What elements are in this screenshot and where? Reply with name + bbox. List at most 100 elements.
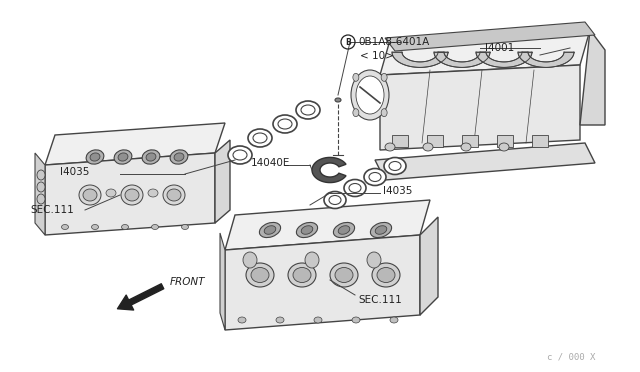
- Polygon shape: [312, 157, 346, 183]
- Ellipse shape: [278, 119, 292, 129]
- Polygon shape: [380, 65, 580, 150]
- Text: 14040E: 14040E: [251, 158, 290, 168]
- FancyBboxPatch shape: [497, 135, 513, 147]
- Text: l4035: l4035: [383, 186, 412, 196]
- Ellipse shape: [390, 317, 398, 323]
- Ellipse shape: [301, 226, 313, 234]
- Ellipse shape: [296, 101, 320, 119]
- Ellipse shape: [121, 185, 143, 205]
- Ellipse shape: [381, 73, 387, 81]
- Polygon shape: [45, 123, 225, 165]
- Text: FRONT: FRONT: [170, 277, 205, 287]
- Ellipse shape: [329, 196, 341, 205]
- Ellipse shape: [338, 226, 350, 234]
- Ellipse shape: [288, 263, 316, 287]
- Ellipse shape: [356, 76, 384, 114]
- Ellipse shape: [273, 115, 297, 133]
- Ellipse shape: [335, 98, 341, 102]
- Ellipse shape: [238, 317, 246, 323]
- Ellipse shape: [233, 150, 247, 160]
- Ellipse shape: [253, 133, 267, 143]
- Ellipse shape: [377, 267, 395, 282]
- Ellipse shape: [305, 252, 319, 268]
- Ellipse shape: [122, 224, 129, 230]
- Ellipse shape: [353, 73, 359, 81]
- Text: l4035: l4035: [60, 167, 90, 177]
- Ellipse shape: [352, 317, 360, 323]
- Ellipse shape: [92, 224, 99, 230]
- Ellipse shape: [90, 153, 100, 161]
- Polygon shape: [225, 235, 420, 330]
- Ellipse shape: [86, 150, 104, 164]
- Ellipse shape: [148, 189, 158, 197]
- Ellipse shape: [293, 267, 311, 282]
- Ellipse shape: [364, 169, 386, 186]
- Ellipse shape: [385, 143, 395, 151]
- Ellipse shape: [37, 182, 45, 192]
- Ellipse shape: [182, 224, 189, 230]
- FancyArrowPatch shape: [118, 284, 164, 310]
- FancyBboxPatch shape: [427, 135, 443, 147]
- Ellipse shape: [243, 252, 257, 268]
- Polygon shape: [518, 52, 574, 67]
- Ellipse shape: [423, 143, 433, 151]
- Text: c / 000 X: c / 000 X: [547, 353, 595, 362]
- Polygon shape: [434, 52, 490, 67]
- Ellipse shape: [114, 150, 132, 164]
- FancyBboxPatch shape: [462, 135, 478, 147]
- Ellipse shape: [314, 317, 322, 323]
- Ellipse shape: [264, 226, 276, 234]
- Ellipse shape: [167, 189, 181, 201]
- Ellipse shape: [142, 150, 160, 164]
- Polygon shape: [385, 22, 595, 51]
- Ellipse shape: [499, 143, 509, 151]
- Ellipse shape: [349, 183, 361, 192]
- Ellipse shape: [375, 226, 387, 234]
- Ellipse shape: [367, 252, 381, 268]
- Ellipse shape: [163, 185, 185, 205]
- Ellipse shape: [369, 173, 381, 182]
- Ellipse shape: [344, 180, 366, 196]
- Ellipse shape: [61, 224, 68, 230]
- Ellipse shape: [333, 222, 355, 238]
- Ellipse shape: [251, 267, 269, 282]
- Ellipse shape: [259, 222, 280, 238]
- Ellipse shape: [296, 222, 317, 238]
- Ellipse shape: [330, 263, 358, 287]
- Ellipse shape: [152, 224, 159, 230]
- FancyBboxPatch shape: [532, 135, 548, 147]
- Ellipse shape: [351, 70, 389, 120]
- Ellipse shape: [118, 153, 128, 161]
- Ellipse shape: [248, 129, 272, 147]
- Ellipse shape: [301, 105, 315, 115]
- Ellipse shape: [170, 150, 188, 164]
- Ellipse shape: [276, 317, 284, 323]
- Ellipse shape: [246, 263, 274, 287]
- Ellipse shape: [353, 109, 359, 117]
- Ellipse shape: [461, 143, 471, 151]
- Ellipse shape: [125, 189, 139, 201]
- Ellipse shape: [37, 170, 45, 180]
- Ellipse shape: [228, 146, 252, 164]
- Polygon shape: [220, 233, 225, 330]
- Polygon shape: [35, 153, 45, 235]
- Polygon shape: [215, 140, 230, 223]
- Text: B: B: [345, 38, 351, 46]
- Ellipse shape: [174, 153, 184, 161]
- Ellipse shape: [389, 161, 401, 170]
- Ellipse shape: [79, 185, 101, 205]
- Polygon shape: [580, 30, 605, 125]
- Text: SEC.111: SEC.111: [30, 205, 74, 215]
- Ellipse shape: [146, 153, 156, 161]
- Ellipse shape: [335, 267, 353, 282]
- Polygon shape: [476, 52, 532, 67]
- Ellipse shape: [324, 192, 346, 208]
- Ellipse shape: [372, 263, 400, 287]
- Polygon shape: [225, 200, 430, 250]
- Text: < 10>: < 10>: [360, 51, 394, 61]
- Text: l4001: l4001: [485, 43, 515, 53]
- Ellipse shape: [106, 189, 116, 197]
- Polygon shape: [380, 30, 590, 75]
- Text: 0B1A8-6401A: 0B1A8-6401A: [358, 37, 429, 47]
- Polygon shape: [392, 52, 448, 67]
